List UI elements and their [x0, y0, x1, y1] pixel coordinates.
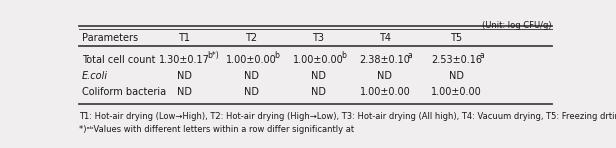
Text: ND: ND	[378, 71, 392, 81]
Text: (Unit: log CFU/g): (Unit: log CFU/g)	[482, 21, 552, 30]
Text: Total cell count: Total cell count	[82, 55, 155, 65]
Text: b: b	[341, 51, 346, 60]
Text: T2: T2	[245, 33, 257, 43]
Text: 1.00±0.00: 1.00±0.00	[360, 87, 410, 97]
Text: 1.00±0.00: 1.00±0.00	[226, 55, 277, 65]
Text: ND: ND	[177, 87, 192, 97]
Text: ND: ND	[310, 71, 326, 81]
Text: ND: ND	[449, 71, 464, 81]
Text: 1.30±0.17: 1.30±0.17	[159, 55, 210, 65]
Text: 1.00±0.00: 1.00±0.00	[293, 55, 344, 65]
Text: b*): b*)	[208, 51, 219, 60]
Text: a: a	[408, 51, 413, 60]
Text: E.coli: E.coli	[82, 71, 108, 81]
Text: T3: T3	[312, 33, 324, 43]
Text: T1: Hot-air drying (Low→High), T2: Hot-air drying (High→Low), T3: Hot-air drying: T1: Hot-air drying (Low→High), T2: Hot-a…	[79, 112, 616, 121]
Text: ND: ND	[244, 87, 259, 97]
Text: a: a	[479, 51, 484, 60]
Text: ND: ND	[244, 71, 259, 81]
Text: Coliform bacteria: Coliform bacteria	[82, 87, 166, 97]
Text: *)ᵃᵇValues with different letters within a row differ significantly at: *)ᵃᵇValues with different letters within…	[79, 126, 357, 134]
Text: ND: ND	[310, 87, 326, 97]
Text: 1.00±0.00: 1.00±0.00	[431, 87, 482, 97]
Text: T1: T1	[179, 33, 190, 43]
Text: b: b	[274, 51, 279, 60]
Text: ND: ND	[177, 71, 192, 81]
Text: 2.53±0.16: 2.53±0.16	[431, 55, 482, 65]
Text: Parameters: Parameters	[82, 33, 138, 43]
Text: 2.38±0.10: 2.38±0.10	[360, 55, 410, 65]
Text: T5: T5	[450, 33, 463, 43]
Text: T4: T4	[379, 33, 391, 43]
